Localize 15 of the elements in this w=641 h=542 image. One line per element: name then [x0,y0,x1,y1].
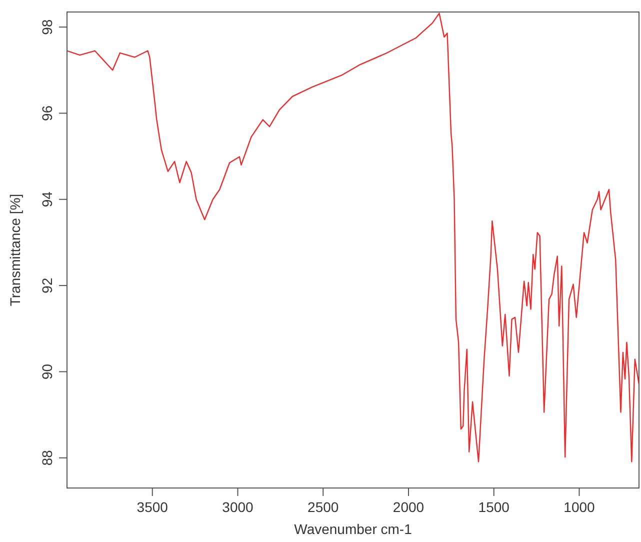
y-axis-title: Transmittance [%] [7,194,23,306]
x-tick-label: 2000 [392,499,424,515]
x-tick-label: 3000 [222,499,254,515]
y-tick-label: 94 [39,191,55,208]
x-tick-label: 3500 [136,499,168,515]
line-series [67,12,639,462]
y-tick-label: 98 [39,19,55,35]
x-tick-label: 1000 [564,499,596,515]
y-tick-label: 96 [39,105,55,122]
y-tick-label: 92 [39,278,55,294]
y-tick-label: 90 [39,364,55,380]
x-axis-title: Wavenumber cm-1 [294,521,412,537]
y-tick-label: 88 [39,450,55,466]
x-tick-label: 1500 [478,499,510,515]
x-tick-label: 2500 [308,499,339,515]
